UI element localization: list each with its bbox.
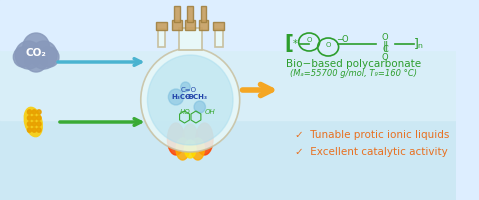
Circle shape	[40, 47, 59, 67]
Bar	[172, 20, 182, 30]
Text: HO: HO	[180, 109, 190, 115]
Circle shape	[27, 110, 32, 114]
Ellipse shape	[196, 123, 213, 155]
Polygon shape	[29, 124, 37, 132]
Circle shape	[37, 122, 41, 126]
Bar	[213, 22, 225, 30]
Circle shape	[27, 116, 32, 120]
Text: CO₂: CO₂	[26, 48, 46, 58]
Bar	[179, 28, 202, 50]
Circle shape	[168, 89, 183, 105]
Bar	[156, 22, 167, 30]
Text: (Mₐ=55700 g/mol, T₉=160 °C): (Mₐ=55700 g/mol, T₉=160 °C)	[290, 70, 417, 78]
Ellipse shape	[191, 138, 205, 160]
Ellipse shape	[167, 123, 184, 155]
Ellipse shape	[184, 140, 196, 158]
Circle shape	[32, 122, 36, 126]
Ellipse shape	[182, 124, 198, 152]
Circle shape	[32, 110, 36, 114]
Text: ‖: ‖	[382, 41, 388, 51]
Text: O-CH₃: O-CH₃	[184, 94, 207, 100]
Bar	[158, 29, 166, 47]
Text: O: O	[382, 52, 388, 62]
Bar	[0, 0, 456, 50]
Circle shape	[15, 41, 42, 69]
Circle shape	[194, 101, 205, 113]
Text: O: O	[325, 42, 331, 48]
Bar	[185, 20, 195, 30]
Text: ]ₙ: ]ₙ	[413, 38, 423, 50]
Circle shape	[32, 116, 36, 120]
Circle shape	[25, 48, 47, 72]
Circle shape	[37, 128, 41, 132]
Text: ─O: ─O	[337, 36, 348, 45]
Circle shape	[23, 33, 49, 61]
Text: Bio−based polycarbonate: Bio−based polycarbonate	[286, 59, 422, 69]
Ellipse shape	[148, 55, 233, 145]
Polygon shape	[29, 121, 35, 132]
Circle shape	[37, 110, 41, 114]
Circle shape	[31, 41, 57, 69]
Circle shape	[13, 47, 33, 67]
Polygon shape	[27, 114, 32, 132]
Circle shape	[181, 82, 190, 92]
Bar	[174, 6, 180, 22]
Text: *: *	[293, 39, 297, 49]
Circle shape	[27, 122, 32, 126]
Circle shape	[32, 128, 36, 132]
Bar	[215, 29, 223, 47]
Text: ✓  Tunable protic ionic liquids: ✓ Tunable protic ionic liquids	[295, 130, 449, 140]
Text: ✓  Excellent catalytic activity: ✓ Excellent catalytic activity	[295, 147, 447, 157]
Ellipse shape	[24, 107, 42, 137]
Bar	[199, 20, 208, 30]
Bar	[0, 0, 456, 120]
Ellipse shape	[176, 138, 189, 160]
Bar	[187, 6, 193, 22]
Text: OH: OH	[205, 109, 215, 115]
Text: O: O	[382, 33, 388, 43]
Bar	[201, 6, 206, 22]
Circle shape	[141, 48, 240, 152]
Text: [: [	[285, 34, 294, 53]
Circle shape	[27, 128, 32, 132]
Text: H₃C-O: H₃C-O	[171, 94, 194, 100]
Text: C: C	[382, 46, 388, 54]
Text: C=O: C=O	[180, 87, 196, 93]
Text: O: O	[307, 37, 312, 43]
Circle shape	[37, 116, 41, 120]
